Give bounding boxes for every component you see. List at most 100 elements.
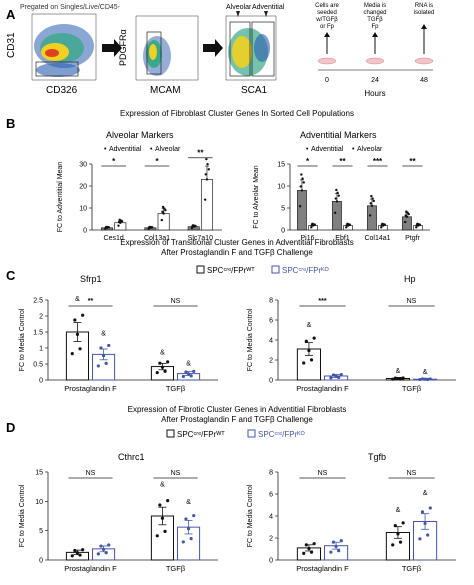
d-right-ytick-label: 4: [269, 514, 273, 521]
timeline-arrowheads-icon: [324, 24, 427, 37]
gate-pointer-icons: [236, 11, 268, 17]
d-left-sig-label: NS: [171, 470, 181, 477]
b-left-point: [160, 218, 164, 222]
b-right-category-label: Ptgfr: [405, 235, 420, 242]
c-right-point: [428, 377, 432, 381]
c-left-ytick-label: 0: [39, 378, 43, 385]
b-right-point: [370, 194, 373, 198]
b-right-point: [372, 199, 375, 203]
b-right-bar-adventitial: [402, 216, 412, 231]
legend-d-wt-label: SPCᶜʳᵉ/FPrᵂᵀ: [177, 430, 225, 439]
d-left-point: [158, 503, 162, 507]
d-left-point: [104, 551, 108, 555]
b-left-point: [163, 207, 166, 210]
d-left-ytick-label: 5: [39, 528, 43, 535]
b-left-point: [117, 224, 120, 227]
d-left-point: [155, 534, 159, 538]
b-right-point: [348, 223, 352, 226]
c-left-point: [186, 372, 191, 376]
b-right-point: [381, 224, 385, 227]
d-left-category-label: Prostaglandin F: [64, 564, 117, 573]
d-left-point: [73, 548, 77, 553]
b-right-category-label: Ebf1: [335, 235, 350, 242]
b-right-point: [298, 205, 302, 208]
panel-d-title-line1: Expression of Fibrotic Cluster Genes in …: [128, 405, 347, 414]
c-right-point: [393, 376, 397, 380]
c-right-point: [302, 361, 306, 365]
d-right-point: [337, 549, 341, 553]
legend-c-ko-swatch: [271, 265, 280, 274]
plot1-x-label: CD326: [46, 85, 78, 96]
c-left-ytick-label: 1: [39, 346, 43, 353]
c-right-point: [312, 336, 316, 340]
c-right-point: [396, 376, 400, 381]
legend-d-wt-swatch: [166, 429, 175, 438]
c-left-point: [78, 347, 82, 351]
d-right-ytick-label: 2: [269, 536, 273, 543]
d-left-point: [99, 544, 103, 548]
c-left-point: [107, 343, 111, 348]
b-left-legend-label: Adventitial: [109, 146, 142, 153]
b-right-point: [370, 204, 374, 207]
d-right-point: [396, 532, 400, 536]
c-right-point: [329, 376, 333, 380]
c-left-amp-mark: &: [101, 331, 106, 338]
b-left-ytick-label: 10: [79, 206, 87, 213]
d-left-point: [160, 516, 165, 520]
c-left-point: [181, 374, 185, 379]
b-right-point: [302, 181, 305, 184]
c-left-amp-mark: &: [75, 296, 80, 303]
b-right-category-label: Pi16: [300, 235, 314, 242]
gate-alveolar-label: Alveolar: [226, 4, 252, 11]
b-left-sig-label: **: [197, 149, 204, 158]
c-right-point: [391, 377, 395, 381]
timeline-step3: RNA is isolated: [414, 3, 435, 16]
c-right-point: [398, 377, 403, 381]
d-left-ytick-label: 10: [35, 499, 43, 506]
d-right-ytick-label: 6: [269, 492, 273, 499]
c-left-category-label: Prostaglandin F: [64, 384, 117, 393]
d-right-point: [329, 550, 333, 554]
b-left-category-label: Slc7a10: [188, 235, 213, 242]
legend-d-ko-swatch: [247, 429, 256, 438]
d-right-amp-mark: &: [423, 490, 428, 497]
b-left-y-label: FC to Adventitial Mean: [57, 162, 64, 233]
b-right-legend-label: Adventitial: [311, 146, 344, 153]
b-right-sig-label: **: [409, 157, 416, 166]
b-right-y-label: FC to Alveolar Mean: [253, 165, 260, 229]
timeline-axis-label: Hours: [364, 89, 385, 98]
plot2-x-label: MCAM: [150, 85, 181, 96]
panel-d-title-line2: After Prostaglandin F and TGFβ Challenge: [161, 415, 313, 424]
d-left-point: [184, 517, 188, 521]
c-right-category-label: TGFβ: [402, 384, 422, 393]
plot3-x-label: SCA1: [241, 85, 268, 96]
b-right-sig-label: ***: [373, 157, 383, 166]
d-left-point: [70, 554, 74, 558]
b-right-legend-bullet: •: [352, 146, 355, 153]
d-left-ytick-label: 0: [39, 558, 43, 565]
panel-d-letter: D: [6, 420, 15, 435]
d-right-sig-label: NS: [407, 470, 417, 477]
gate-adventitial-label: Adventitial: [252, 4, 285, 11]
b-right-ytick-label: 5: [281, 206, 285, 213]
c-left-ytick-label: 2: [39, 314, 43, 321]
b-left-legend-bullet: •: [104, 146, 107, 153]
b-right-point: [300, 173, 303, 176]
plot2-y-label: PDGFRα: [118, 29, 128, 66]
b-right-category-label: Col14a1: [364, 235, 390, 242]
b-right-point: [418, 223, 422, 226]
b-left-title: Alveolar Markers: [106, 130, 174, 140]
b-right-point: [407, 212, 410, 216]
c-left-amp-mark: &: [186, 360, 191, 367]
b-right-point: [368, 214, 372, 217]
c-left-point: [166, 360, 170, 364]
d-right-y-label: FC to Media Control: [247, 484, 254, 547]
timeline-arrows: [326, 26, 425, 54]
b-left-category-label: Col13a1: [144, 235, 170, 242]
c-right-point: [337, 375, 341, 379]
b-right-point: [311, 224, 315, 227]
b-right-sig-label: *: [306, 157, 310, 166]
c-right-ytick-label: 8: [269, 298, 273, 305]
b-right-point: [415, 226, 418, 229]
